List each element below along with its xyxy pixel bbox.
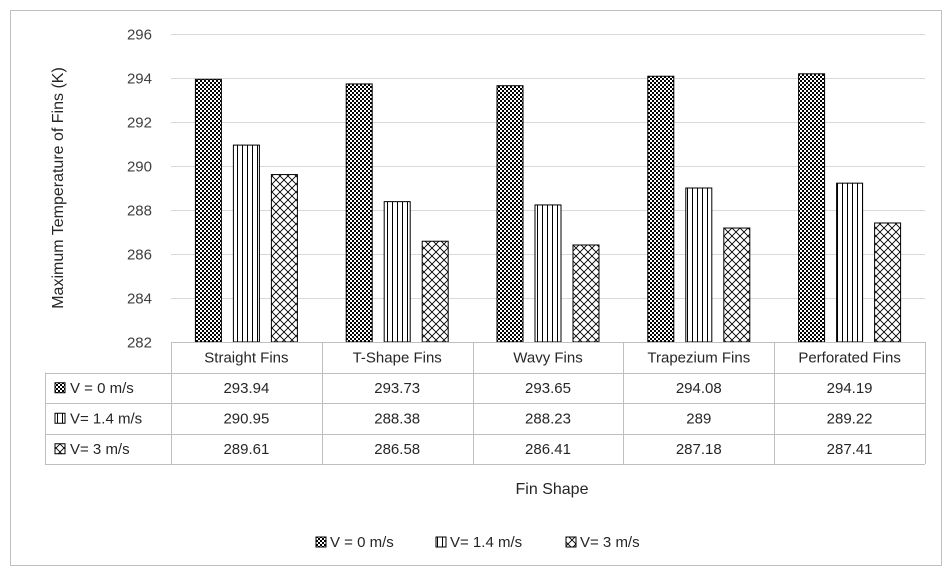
y-tick-label: 294	[127, 71, 152, 88]
table-cell-value: 293.73	[374, 380, 420, 397]
y-tick-label: 292	[127, 115, 152, 132]
bar	[534, 204, 562, 343]
chart-frame	[10, 10, 942, 566]
x-category-label: Trapezium Fins	[647, 349, 750, 366]
y-tick-label: 286	[127, 247, 152, 264]
series-key-swatch	[54, 382, 66, 394]
series-row-label: V= 3 m/s	[70, 441, 130, 458]
bar	[232, 144, 260, 343]
table-cell-value: 286.41	[525, 441, 571, 458]
x-category-label: Wavy Fins	[513, 349, 582, 366]
y-tick-label: 288	[127, 203, 152, 220]
table-cell-value: 287.18	[676, 441, 722, 458]
legend-label: V= 1.4 m/s	[450, 534, 522, 551]
legend-label: V= 3 m/s	[580, 534, 640, 551]
table-cell-value: 294.19	[827, 380, 873, 397]
bar	[723, 227, 751, 343]
bar	[383, 201, 411, 343]
table-cell-value: 289	[686, 410, 711, 427]
legend-swatch	[435, 536, 447, 548]
y-tick-label: 284	[127, 291, 152, 308]
bar	[836, 182, 864, 343]
legend-swatch	[315, 536, 327, 548]
legend-label: V = 0 m/s	[330, 534, 394, 551]
legend: V = 0 m/s V= 1.4 m/s V= 3 m/s	[315, 534, 640, 551]
table-cell-value: 289.22	[827, 410, 873, 427]
y-axis-title: Maximum Temperature of Fins (K)	[50, 67, 67, 309]
bar	[798, 73, 826, 343]
legend-swatch	[565, 536, 577, 548]
table-cell-value: 288.38	[374, 410, 420, 427]
table-cell-value: 293.65	[525, 380, 571, 397]
y-tick-label: 290	[127, 159, 152, 176]
table-cell-value: 287.41	[827, 441, 873, 458]
bar	[685, 187, 713, 343]
y-axis-ticks: 296 294 292 290 288 286 284 282	[127, 27, 152, 352]
x-category-label: T-Shape Fins	[353, 349, 442, 366]
y-tick-label: 296	[127, 27, 152, 44]
table-cell-value: 286.58	[374, 441, 420, 458]
bars	[194, 73, 902, 343]
table-cell-value: 294.08	[676, 380, 722, 397]
series-row-label: V= 1.4 m/s	[70, 410, 142, 427]
bar	[874, 222, 902, 343]
table-cell-value: 289.61	[223, 441, 269, 458]
table-cell-value: 293.94	[223, 380, 269, 397]
bar	[270, 174, 298, 343]
bar	[496, 85, 524, 343]
table-cell-value: 288.23	[525, 410, 571, 427]
x-category-label: Perforated Fins	[798, 349, 901, 366]
data-table: Straight Fins T-Shape Fins Wavy Fins Trapez…	[45, 342, 926, 465]
bar	[421, 240, 449, 343]
y-tick-label: 282	[127, 335, 152, 352]
x-category-label: Straight Fins	[204, 349, 288, 366]
series-key-swatch	[54, 443, 66, 455]
bar	[572, 244, 600, 343]
bar	[647, 75, 675, 343]
series-key-swatch	[54, 412, 66, 424]
bar	[194, 78, 222, 343]
series-row-label: V = 0 m/s	[70, 380, 134, 397]
x-axis-title: Fin Shape	[516, 481, 589, 498]
table-cell-value: 290.95	[223, 410, 269, 427]
bar	[345, 83, 373, 343]
